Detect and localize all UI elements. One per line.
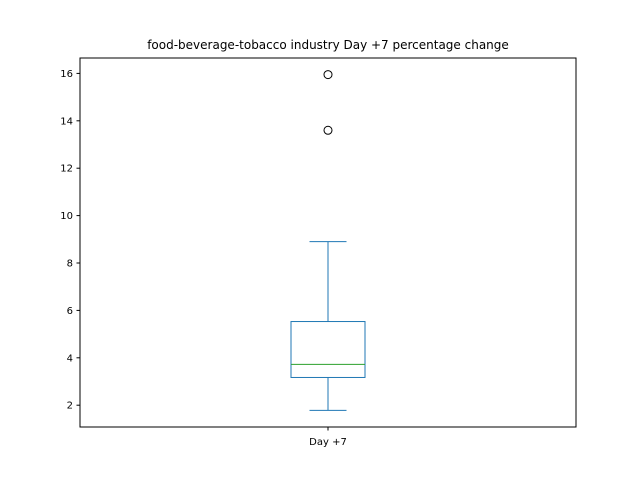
chart-title: food-beverage-tobacco industry Day +7 pe… [147,38,509,52]
iqr-box [290,321,366,378]
y-tick-label: 16 [60,69,73,80]
y-tick-label: 2 [67,401,73,412]
y-tick-label: 4 [67,353,73,364]
outlier-point [323,70,333,80]
axes-frame [79,57,577,428]
y-tick-label: 8 [67,259,73,270]
x-tick-label: Day +7 [309,437,347,448]
plot-area: 2 4 6 8 10 12 14 16 Day +7 [60,69,366,448]
y-tick-label: 6 [67,306,73,317]
y-tick-label: 10 [60,211,73,222]
outlier-point [323,125,333,135]
y-tick-label: 12 [60,164,73,175]
y-tick-label: 14 [60,116,73,127]
